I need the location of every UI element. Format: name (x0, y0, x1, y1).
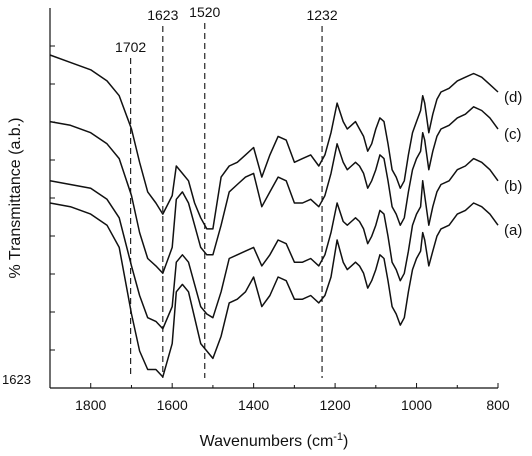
series-label: (c) (504, 126, 522, 143)
y-ticks (50, 45, 55, 351)
spectrum-line (49, 157, 499, 330)
x-tick-label: 1800 (75, 397, 106, 413)
series-labels: (a) (b) (c) (d) (504, 89, 522, 239)
axes: 1800 1600 1400 1200 1000 800 (49, 8, 510, 413)
corner-label: 1623 (2, 372, 31, 387)
series-label: (a) (504, 222, 522, 239)
reference-line-label: 1520 (189, 4, 220, 20)
x-axis-title: Wavenumbers (cm-1) (200, 431, 349, 450)
x-tick-label: 1200 (320, 397, 351, 413)
x-ticks: 1800 1600 1400 1200 1000 800 (75, 383, 510, 413)
series-label: (d) (504, 89, 522, 106)
x-tick-label: 1600 (157, 397, 188, 413)
x-tick-label: 800 (486, 397, 510, 413)
series-label: (b) (504, 178, 522, 195)
spectrum-line (49, 202, 499, 378)
x-axis-title-close: ) (343, 433, 348, 450)
spectrum-line (49, 54, 499, 230)
spectrum-line (49, 106, 499, 275)
x-axis-title-sup: -1 (333, 431, 343, 443)
y-axis-title: % Transmittance (a.b.) (7, 118, 24, 279)
x-tick-label: 1400 (238, 397, 269, 413)
x-axis-title-main: Wavenumbers (cm (200, 433, 334, 450)
reference-line-label: 1702 (115, 39, 146, 55)
reference-line-label: 1232 (306, 7, 337, 23)
reference-line-label: 1623 (147, 7, 178, 23)
x-tick-label: 1000 (401, 397, 432, 413)
series-lines (49, 54, 499, 378)
